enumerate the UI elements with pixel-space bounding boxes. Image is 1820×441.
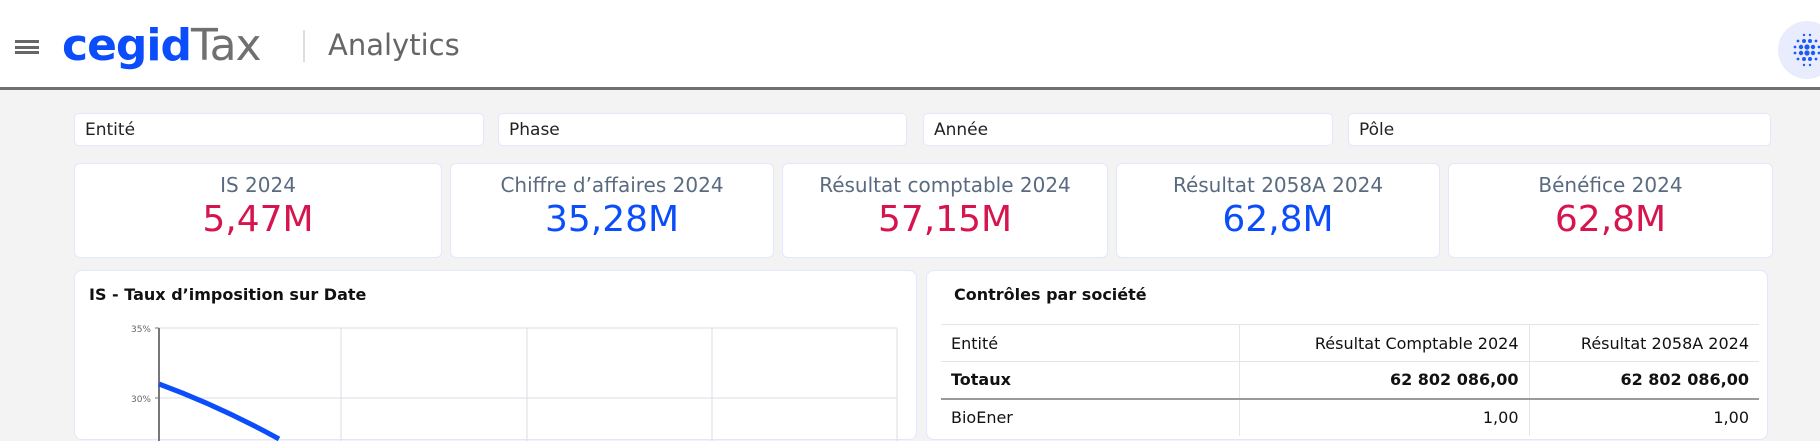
table-totals-row: Totaux 62 802 086,00 62 802 086,00 — [941, 361, 1759, 399]
kpi-card-is: IS 2024 5,47M — [74, 163, 442, 258]
divider — [303, 30, 305, 62]
chart-title: IS - Taux d’imposition sur Date — [89, 285, 367, 304]
app-name: Analytics — [328, 28, 460, 62]
kpi-card-benefice: Bénéfice 2024 62,8M — [1448, 163, 1773, 258]
table-title: Contrôles par société — [954, 285, 1147, 304]
filter-phase[interactable]: Phase — [498, 113, 907, 146]
dot-grid-icon — [1793, 33, 1820, 67]
controls-table: Entité Résultat Comptable 2024 Résultat 20… — [941, 324, 1759, 436]
kpi-card-resultat-2058a: Résultat 2058A 2024 62,8M — [1116, 163, 1440, 258]
filter-entite[interactable]: Entité — [74, 113, 484, 146]
cegid-tax-logo[interactable]: cegidTax — [62, 20, 262, 71]
y-tick-label: 35% — [131, 325, 151, 335]
table-header-row: Entité Résultat Comptable 2024 Résultat 20… — [941, 324, 1759, 362]
filter-annee[interactable]: Année — [923, 113, 1333, 146]
kpi-card-resultat-comptable: Résultat comptable 2024 57,15M — [782, 163, 1108, 258]
series-line — [158, 381, 281, 441]
kpi-card-chiffre-affaires: Chiffre d’affaires 2024 35,28M — [450, 163, 774, 258]
table-row[interactable]: BioEner 1,00 1,00 — [941, 398, 1759, 436]
y-tick-label: 30% — [131, 395, 151, 405]
app-header: cegidTax Analytics — [0, 0, 1820, 90]
chart-panel: IS - Taux d’imposition sur Date 35% 30% — [74, 270, 917, 441]
table-panel: Contrôles par société Entité Résultat Com… — [926, 270, 1768, 440]
filter-pole[interactable]: Pôle — [1348, 113, 1771, 146]
user-avatar[interactable] — [1778, 21, 1820, 79]
hamburger-menu-icon[interactable] — [15, 40, 39, 54]
line-chart: 35% 30% — [131, 325, 898, 441]
